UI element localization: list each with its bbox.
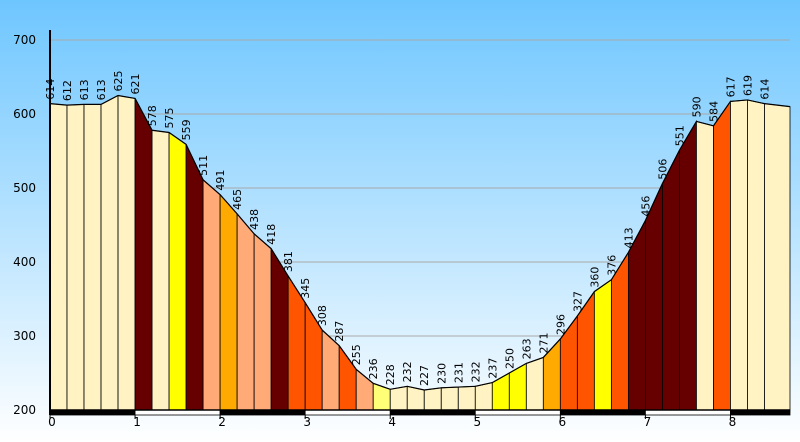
elevation-data-label: 231	[452, 362, 465, 383]
elevation-segment	[66, 103, 85, 411]
elevation-segment	[679, 119, 697, 411]
elevation-data-label: 418	[265, 224, 278, 245]
elevation-segment	[474, 382, 493, 411]
elevation-segment	[202, 178, 221, 411]
elevation-segment	[134, 98, 153, 411]
elevation-segment	[117, 95, 136, 411]
elevation-segment	[219, 193, 238, 411]
elevation-segment	[730, 99, 748, 411]
elevation-segment	[713, 100, 731, 411]
elevation-data-label: 327	[571, 291, 584, 312]
elevation-data-label: 271	[537, 332, 550, 353]
elevation-segment	[747, 99, 765, 411]
elevation-data-label: 232	[469, 361, 482, 382]
elevation-data-label: 617	[724, 76, 737, 97]
elevation-data-label: 559	[180, 119, 193, 140]
elevation-data-label: 625	[112, 71, 125, 92]
elevation-data-label: 491	[214, 170, 227, 191]
elevation-data-label: 413	[622, 227, 635, 248]
x-tick-label: 6	[559, 415, 567, 429]
elevation-data-label: 232	[401, 361, 414, 382]
elevation-data-label: 376	[605, 255, 618, 276]
elevation-data-label: 360	[588, 267, 601, 288]
elevation-data-label: 612	[61, 80, 74, 101]
elevation-data-label: 614	[758, 79, 771, 100]
elevation-data-label: 438	[248, 209, 261, 230]
elevation-data-label: 619	[741, 75, 754, 96]
elevation-data-label: 381	[282, 251, 295, 272]
data-labels: 614 612 613 613 625 621 578 575 559 511 491 465 438 4…	[44, 71, 771, 387]
elevation-segment	[764, 103, 791, 411]
elevation-segment	[49, 103, 68, 411]
elevation-segment	[168, 131, 187, 411]
elevation-data-label: 287	[333, 321, 346, 342]
x-tick-label: 0	[48, 415, 56, 429]
elevation-data-label: 621	[129, 73, 142, 94]
x-tick-label: 7	[644, 415, 652, 429]
elevation-data-label: 551	[673, 125, 686, 146]
elevation-segment	[440, 386, 459, 411]
elevation-segment	[389, 385, 408, 411]
y-tick-label: 700	[13, 33, 36, 47]
elevation-data-label: 613	[95, 79, 108, 100]
elevation-segment	[457, 385, 476, 411]
elevation-data-label: 456	[639, 196, 652, 217]
elevation-data-label: 506	[656, 159, 669, 180]
elevation-data-label: 511	[197, 155, 210, 176]
axes	[49, 30, 790, 419]
elevation-data-label: 614	[44, 79, 57, 100]
y-tick-label: 600	[13, 107, 36, 121]
elevation-segment	[236, 212, 255, 411]
elevation-data-label: 308	[316, 305, 329, 326]
y-tick-label: 500	[13, 181, 36, 195]
elevation-data-label: 227	[418, 365, 431, 386]
elevation-data-label: 230	[435, 363, 448, 384]
elevation-segment	[151, 129, 170, 411]
x-tick-label: 1	[133, 415, 141, 429]
x-tick-label: 3	[303, 415, 311, 429]
elevation-data-label: 584	[707, 101, 720, 122]
elevation-data-label: 237	[486, 358, 499, 379]
elevation-segment	[185, 144, 204, 411]
elevation-segment	[253, 233, 272, 411]
elevation-data-label: 575	[163, 108, 176, 129]
elevation-data-label: 228	[384, 364, 397, 385]
elevation-segment	[100, 94, 119, 411]
elevation-data-label: 613	[78, 79, 91, 100]
elevation-segment	[696, 120, 714, 411]
elevation-line	[49, 94, 791, 391]
y-tick-label: 400	[13, 255, 36, 269]
elevation-outline	[49, 94, 791, 391]
x-tick-label: 8	[729, 415, 737, 429]
elevation-data-label: 465	[231, 189, 244, 210]
elevation-segment	[593, 278, 612, 411]
elevation-data-label: 255	[350, 344, 363, 365]
elevation-segment	[525, 356, 544, 411]
elevation-segment	[423, 387, 442, 411]
x-tick-label: 4	[388, 415, 396, 429]
elevation-segment	[83, 103, 102, 411]
elevation-data-label: 296	[554, 314, 567, 335]
elevation-data-label: 236	[367, 358, 380, 379]
x-tick-label: 2	[218, 415, 226, 429]
elevation-data-label: 590	[690, 96, 703, 117]
y-tick-label: 200	[13, 403, 36, 417]
elevation-segment	[662, 150, 680, 411]
elevation-data-label: 578	[146, 105, 159, 126]
x-tick-label: 5	[473, 415, 481, 429]
y-tick-label: 300	[13, 329, 36, 343]
elevation-data-label: 250	[503, 348, 516, 369]
elevation-data-label: 345	[299, 278, 312, 299]
elevation-data-label: 263	[520, 338, 533, 359]
